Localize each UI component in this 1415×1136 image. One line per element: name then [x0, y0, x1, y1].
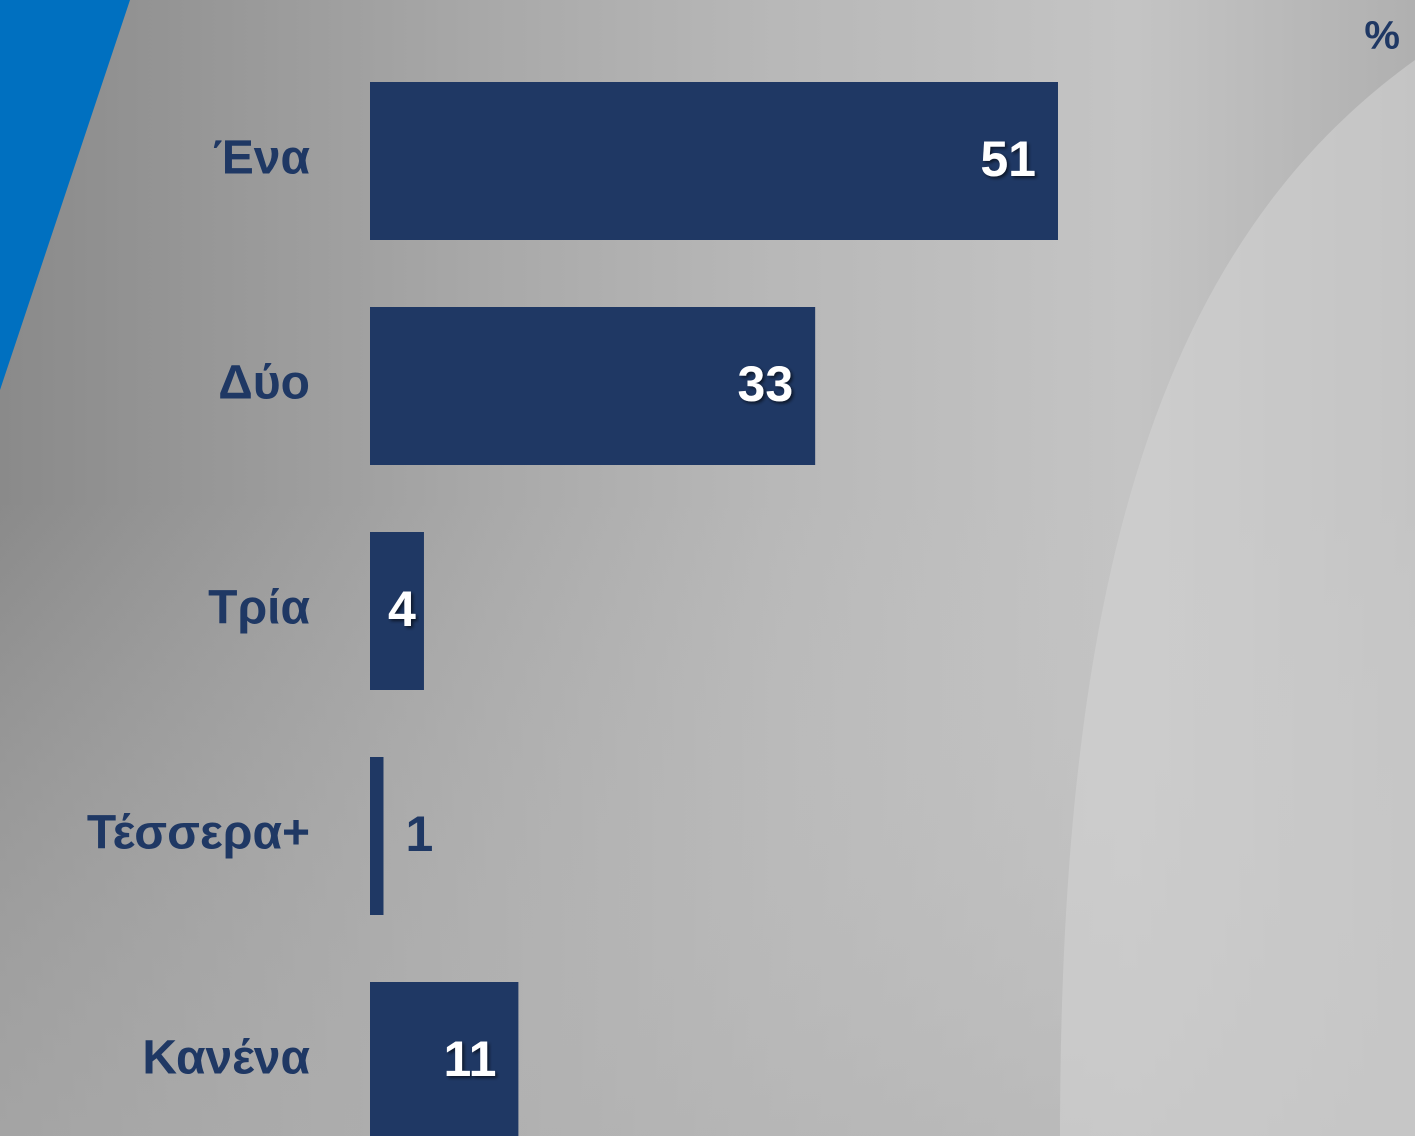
category-label: Τρία [208, 582, 310, 635]
bar [370, 982, 519, 1136]
value-label: 33 [738, 356, 794, 412]
bar [370, 307, 816, 465]
bar [370, 532, 424, 690]
background-car [1060, 60, 1415, 1136]
category-label: Κανένα [142, 1032, 310, 1085]
value-label: 1 [405, 806, 433, 862]
value-label: 51 [980, 131, 1036, 187]
value-label: 4 [388, 581, 416, 637]
unit-label: % [1364, 14, 1400, 58]
bar [370, 82, 1058, 240]
category-label: Δύο [218, 357, 310, 410]
value-label: 11 [444, 1031, 497, 1087]
bar [370, 757, 384, 915]
category-label: Ένα [213, 132, 311, 185]
category-label: Τέσσερα+ [87, 807, 310, 860]
corner-accent [0, 0, 130, 390]
